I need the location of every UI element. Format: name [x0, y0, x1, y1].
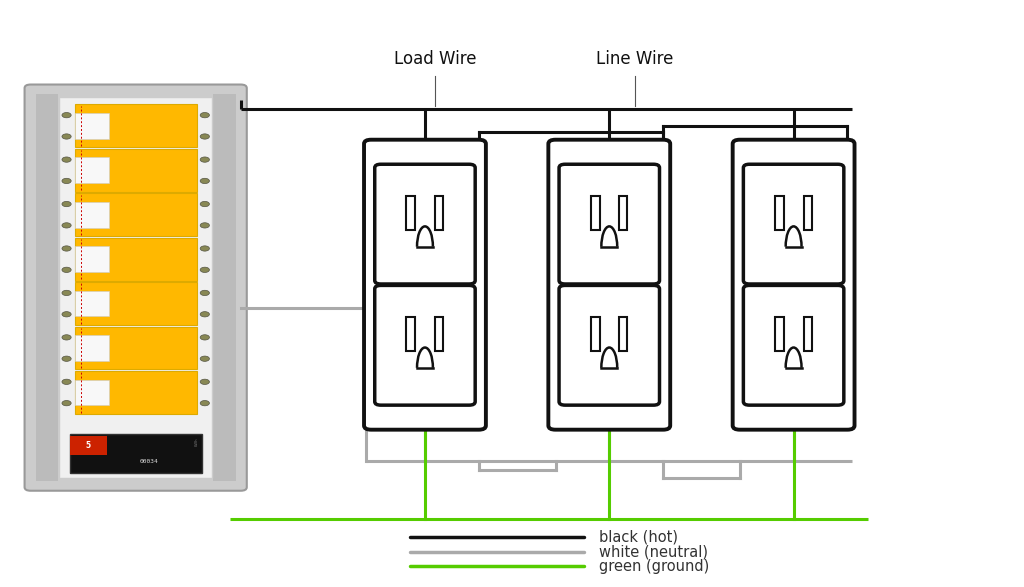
Bar [75, 327, 197, 369]
Bar [804, 317, 812, 351]
Bar [591, 317, 600, 351]
Text: white (neutral): white (neutral) [599, 544, 708, 559]
Bar [70, 436, 106, 456]
FancyBboxPatch shape [549, 140, 670, 430]
Bar [775, 196, 784, 230]
Bar [435, 317, 443, 351]
Circle shape [201, 379, 210, 384]
Bar [75, 371, 197, 414]
Circle shape [201, 201, 210, 207]
FancyBboxPatch shape [375, 285, 475, 405]
Bar [36, 94, 58, 481]
Circle shape [62, 335, 72, 340]
Bar [75, 238, 197, 281]
Circle shape [201, 356, 210, 362]
Circle shape [62, 134, 72, 139]
Circle shape [201, 400, 210, 406]
Circle shape [62, 113, 72, 118]
Circle shape [201, 134, 210, 139]
Text: kWh: kWh [195, 438, 199, 446]
Bar [435, 196, 443, 230]
Circle shape [62, 312, 72, 317]
Bar [75, 282, 197, 325]
Bar [407, 317, 416, 351]
Bar [75, 291, 109, 316]
Circle shape [62, 356, 72, 362]
Bar [75, 104, 197, 147]
Circle shape [201, 291, 210, 296]
Circle shape [62, 379, 72, 384]
Bar [75, 157, 109, 183]
Circle shape [201, 267, 210, 272]
Bar [775, 317, 784, 351]
FancyBboxPatch shape [743, 164, 844, 284]
FancyBboxPatch shape [25, 85, 247, 491]
Circle shape [201, 113, 210, 118]
Circle shape [62, 400, 72, 406]
Bar [213, 94, 236, 481]
Text: Line Wire: Line Wire [596, 50, 674, 68]
Bar [75, 247, 109, 272]
Circle shape [201, 335, 210, 340]
Circle shape [201, 312, 210, 317]
Text: green (ground): green (ground) [599, 559, 710, 574]
Circle shape [62, 201, 72, 207]
Bar [804, 196, 812, 230]
FancyBboxPatch shape [559, 285, 659, 405]
Text: Load Wire: Load Wire [394, 50, 476, 68]
Bar [75, 193, 197, 236]
Circle shape [62, 222, 72, 228]
Circle shape [201, 246, 210, 251]
Circle shape [62, 157, 72, 162]
Text: black (hot): black (hot) [599, 529, 678, 545]
Circle shape [201, 178, 210, 184]
Text: 00034: 00034 [140, 458, 159, 464]
Circle shape [62, 246, 72, 251]
Text: 5: 5 [86, 441, 91, 450]
Bar [59, 97, 212, 478]
FancyBboxPatch shape [559, 164, 659, 284]
Bar [75, 380, 109, 405]
Bar [407, 196, 416, 230]
Bar [591, 196, 600, 230]
Bar [75, 113, 109, 139]
Circle shape [201, 222, 210, 228]
Circle shape [62, 267, 72, 272]
Circle shape [62, 178, 72, 184]
Bar [75, 335, 109, 361]
Circle shape [201, 157, 210, 162]
Bar [70, 434, 202, 473]
FancyBboxPatch shape [365, 140, 485, 430]
FancyBboxPatch shape [743, 285, 844, 405]
Bar [75, 149, 197, 191]
Bar [620, 317, 628, 351]
Bar [75, 202, 109, 228]
FancyBboxPatch shape [375, 164, 475, 284]
Bar [620, 196, 628, 230]
FancyBboxPatch shape [733, 140, 854, 430]
Circle shape [62, 291, 72, 296]
